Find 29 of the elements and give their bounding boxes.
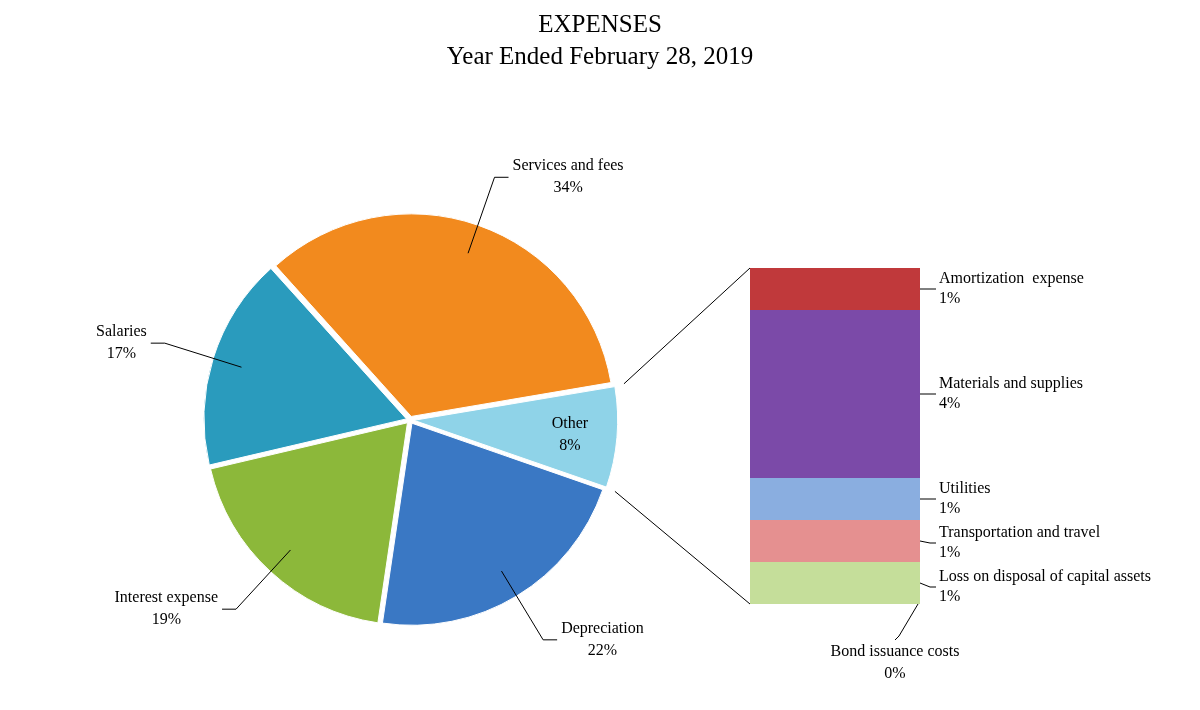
data-label: 22%: [587, 641, 618, 659]
text: Bond issuance costs: [830, 642, 960, 660]
bar: [750, 268, 920, 310]
data-label: 1%: [939, 499, 961, 517]
slice-label: Other: [551, 413, 589, 431]
data-label: 34%: [553, 178, 583, 196]
chart-subtitle: Year Ended February 28, 2019: [445, 41, 755, 71]
series-label: Transportation and travel: [939, 523, 1101, 542]
data-label: 8%: [559, 435, 581, 453]
data-label: 1%: [939, 543, 961, 561]
slice-label: Depreciation: [561, 619, 644, 638]
series-label: Materials and supplies: [939, 374, 1083, 393]
data-label: 1%: [939, 289, 961, 307]
series-label: Loss on disposal of capital assets: [939, 567, 1151, 586]
slice-label: Services and fees: [512, 156, 624, 174]
slice-label: Interest expense: [114, 588, 219, 607]
bar: [750, 520, 920, 562]
data-label: 1%: [939, 587, 961, 605]
data-label: 17%: [106, 344, 137, 362]
series-label: Utilities: [939, 479, 991, 497]
data-label: 19%: [151, 610, 181, 628]
data-label: 4%: [939, 394, 961, 412]
series-label: Amortization expense: [939, 269, 1084, 288]
bar: [750, 562, 920, 604]
chart-title: EXPENSES: [537, 9, 663, 39]
bar: [750, 310, 920, 478]
text: 0%: [884, 664, 906, 682]
slice-label: Salaries: [96, 322, 147, 340]
bar: [750, 478, 920, 520]
